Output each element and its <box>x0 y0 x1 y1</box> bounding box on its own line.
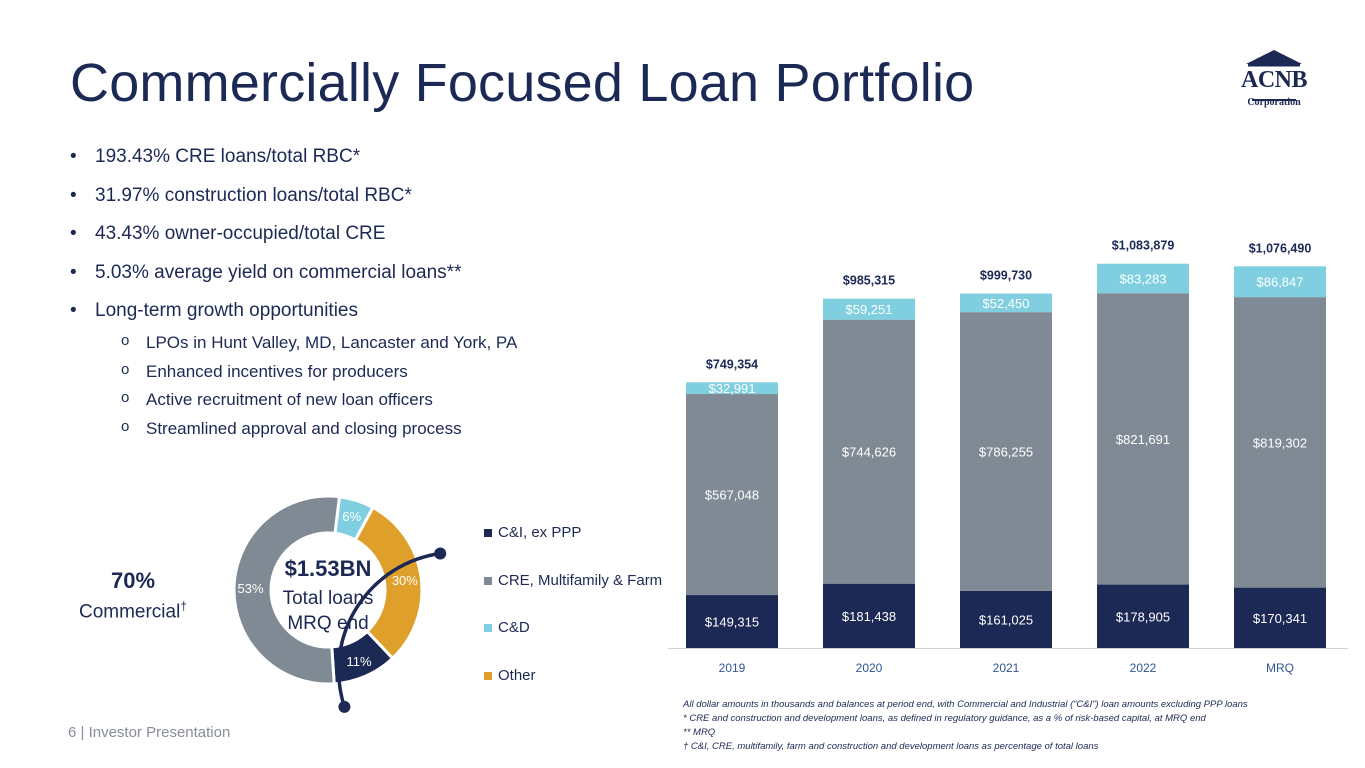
bullet-list: 193.43% CRE loans/total RBC* 31.97% cons… <box>70 146 461 339</box>
legend-label: C&I, ex PPP <box>498 524 582 541</box>
x-tick-label: MRQ <box>1266 661 1294 675</box>
donut-slice-label: 6% <box>342 509 361 524</box>
x-tick-label: 2021 <box>993 661 1020 675</box>
legend-swatch <box>484 671 492 680</box>
legend-label: Other <box>498 666 536 684</box>
donut-slice-label: 53% <box>238 581 264 596</box>
bar-total-label: $985,315 <box>843 274 895 288</box>
bullet-item: 193.43% CRE loans/total RBC* <box>70 146 461 185</box>
bar-total-label: $1,083,879 <box>1112 239 1175 253</box>
donut-slice-label: 11% <box>346 654 371 669</box>
donut-center-line1: Total loans <box>283 588 374 609</box>
bar-segment-label: $744,626 <box>842 445 896 460</box>
bar-segment <box>1234 266 1326 298</box>
bar-segment-label: $181,438 <box>842 609 896 624</box>
legend-swatch <box>484 624 492 632</box>
legend-item: CRE, Multifamily & Farm <box>484 572 662 620</box>
bar-segment-label: $170,341 <box>1253 611 1307 626</box>
footnotes: All dollar amounts in thousands and bala… <box>683 698 1248 754</box>
bar-segment-label: $819,302 <box>1253 435 1307 450</box>
sub-bullet-item: Enhanced incentives for producers <box>121 361 517 391</box>
x-tick-label: 2022 <box>1130 661 1157 675</box>
bar-segment-label: $59,251 <box>846 302 893 317</box>
bar-segment-label: $161,025 <box>979 612 1033 627</box>
bar-segment <box>960 293 1052 313</box>
legend-swatch <box>484 529 492 537</box>
arc-end-dot <box>338 700 351 713</box>
footnote: All dollar amounts in thousands and bala… <box>683 699 1248 710</box>
commercial-arc <box>336 551 441 708</box>
bar-segment <box>1234 297 1326 588</box>
bar-total-label: $999,730 <box>980 269 1032 283</box>
donut-chart: 6% 30% 11% 53% $1.53BN Total loans MRQ end <box>232 494 447 713</box>
donut-center-line2: MRQ end <box>287 613 368 634</box>
legend-label: C&D <box>498 619 530 636</box>
bar-segment-label: $86,847 <box>1257 275 1304 290</box>
commercial-footnote-mark: † <box>180 599 188 613</box>
bar-segment <box>1097 293 1189 585</box>
legend-item: C&D <box>484 619 662 667</box>
x-tick-label: 2019 <box>719 661 746 675</box>
bar-segment-label: $83,283 <box>1120 271 1167 286</box>
arc-end-dot <box>434 547 447 560</box>
bar-segment <box>823 298 915 320</box>
x-tick-label: 2020 <box>856 661 883 675</box>
bar-segment <box>823 319 915 584</box>
bar-segment <box>960 590 1052 648</box>
bar-segment <box>823 583 915 648</box>
donut-slice-label: 30% <box>392 573 418 588</box>
legend-item: C&I, ex PPP <box>484 524 662 572</box>
bar-segment-label: $178,905 <box>1116 609 1170 624</box>
bar-segment-label: $567,048 <box>705 488 759 503</box>
bar-segment <box>686 394 778 596</box>
bullet-item: Long-term growth opportunities <box>70 300 461 339</box>
bar-segment <box>1097 584 1189 648</box>
sub-bullet-item: Active recruitment of new loan officers <box>121 389 517 419</box>
commercial-label-text: Commercial <box>78 601 181 623</box>
bar-total-label: $1,076,490 <box>1249 241 1312 255</box>
bar-segment-label: $786,255 <box>979 445 1033 460</box>
bar-segment <box>686 595 778 648</box>
page-footer: 6 | Investor Presentation <box>68 724 231 741</box>
bar-segment-label: $52,450 <box>983 296 1030 311</box>
logo-subtitle: Corporation <box>1247 97 1301 108</box>
footnote: * CRE and construction and development l… <box>683 713 1206 724</box>
commercial-percent: 70% <box>110 568 156 593</box>
footnote: ** MRQ <box>683 727 716 738</box>
bar-segment <box>686 382 778 395</box>
bar-segment-label: $32,991 <box>709 381 756 396</box>
donut-center-value: $1.53BN <box>285 556 372 581</box>
legend-label: CRE, Multifamily & Farm <box>498 571 663 589</box>
donut-slice <box>232 494 342 686</box>
sub-bullet-item: Streamlined approval and closing process <box>121 418 517 448</box>
bar-segment <box>1234 587 1326 648</box>
bar-segment <box>1097 263 1189 294</box>
legend-swatch <box>484 576 492 585</box>
logo-wordmark: ACNB <box>1240 67 1308 93</box>
legend-item: Other <box>484 667 662 715</box>
sub-bullet-item: LPOs in Hunt Valley, MD, Lancaster and Y… <box>121 332 517 362</box>
bar-segment-label: $821,691 <box>1116 432 1170 447</box>
footnote: † C&I, CRE, multifamily, farm and constr… <box>683 741 1099 752</box>
page-title: Commercially Focused Loan Portfolio <box>70 53 975 113</box>
bar-total-label: $749,354 <box>706 357 758 371</box>
donut-legend: C&I, ex PPP CRE, Multifamily & Farm C&D Oth… <box>484 524 662 714</box>
bullet-item: 5.03% average yield on commercial loans*… <box>70 262 461 301</box>
sub-bullet-list: LPOs in Hunt Valley, MD, Lancaster and Y… <box>121 332 517 448</box>
bullet-item: 43.43% owner-occupied/total CRE <box>70 223 461 262</box>
acnb-logo-icon <box>1246 50 1302 101</box>
commercial-label: Commercial† <box>60 599 206 623</box>
bar-segment-label: $149,315 <box>705 615 759 630</box>
stacked-bar-chart: $149,315 $567,048 $32,991 $749,354 2019 $181,… <box>668 239 1348 675</box>
bullet-item: 31.97% construction loans/total RBC* <box>70 185 461 224</box>
bar-segment <box>960 312 1052 591</box>
